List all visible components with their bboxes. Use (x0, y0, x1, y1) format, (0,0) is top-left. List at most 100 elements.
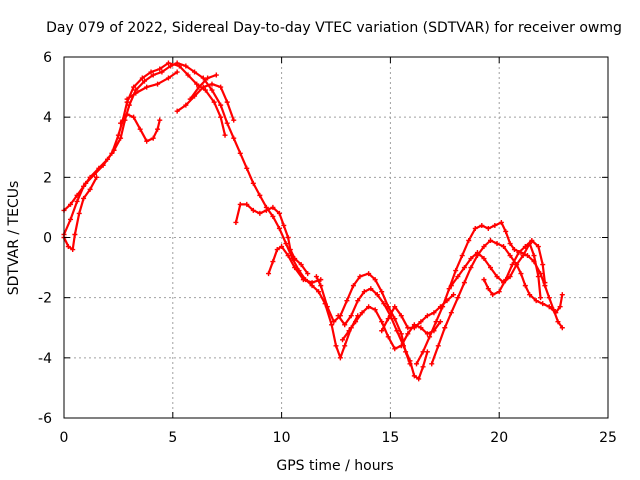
data-point (424, 331, 430, 337)
data-point (202, 87, 208, 93)
data-point (424, 349, 430, 355)
data-point (485, 225, 491, 231)
data-point (285, 235, 291, 240)
y-tick-labels: -6 -4 -2 0 2 4 6 (38, 50, 52, 427)
data-point (329, 322, 335, 328)
data-point (118, 135, 124, 141)
data-point (424, 313, 430, 319)
data-point (372, 277, 378, 283)
data-point (94, 174, 100, 180)
data-series (61, 60, 565, 382)
data-point (411, 373, 417, 379)
data-point (559, 292, 565, 298)
data-point (183, 63, 189, 69)
data-point (87, 186, 93, 192)
data-point (418, 319, 424, 325)
data-point (309, 280, 315, 286)
data-point (518, 271, 524, 277)
data-point (379, 328, 385, 334)
series-arc-q (481, 238, 548, 298)
series-trace (176, 83, 235, 122)
data-point (213, 72, 219, 78)
data-point (237, 201, 243, 207)
y-tick-label: 0 (43, 231, 52, 247)
data-point (337, 355, 343, 361)
data-point (466, 238, 472, 244)
chart-title: Day 079 of 2022, Sidereal Day-to-day VTE… (46, 20, 622, 36)
series-arc-e (124, 69, 180, 102)
data-point (194, 81, 200, 87)
data-point (250, 180, 256, 186)
grid-lines (64, 57, 608, 418)
data-point (124, 111, 130, 117)
data-point (313, 274, 319, 280)
data-point (472, 225, 478, 231)
data-point (65, 244, 71, 250)
data-point (524, 253, 530, 259)
data-point (555, 319, 561, 325)
data-point (542, 280, 548, 286)
data-point (442, 325, 448, 331)
data-point (490, 292, 496, 298)
data-point (342, 322, 348, 328)
data-point (318, 283, 324, 289)
y-tick-label: 6 (43, 50, 52, 66)
data-point (431, 310, 437, 316)
data-point (257, 192, 263, 198)
x-tick-label: 0 (60, 430, 69, 446)
data-point (257, 210, 263, 216)
data-point (496, 289, 502, 295)
data-point (183, 102, 189, 108)
data-point (527, 292, 533, 298)
data-point (455, 274, 461, 280)
data-point (411, 325, 417, 331)
data-point (270, 259, 276, 265)
data-point (420, 364, 426, 370)
data-point (503, 228, 509, 234)
y-tick-label: 4 (43, 110, 52, 126)
data-point (192, 69, 198, 75)
data-point (211, 99, 217, 105)
data-point (553, 310, 559, 316)
data-point (165, 75, 171, 81)
data-point (270, 204, 276, 210)
data-point (498, 219, 504, 225)
x-tick-labels: 0 5 10 15 20 25 (60, 430, 617, 446)
series-trace (337, 287, 429, 380)
data-point (109, 150, 115, 156)
data-point (392, 346, 398, 352)
data-point (144, 84, 150, 90)
data-point (231, 135, 237, 141)
x-tick-label: 20 (490, 430, 508, 446)
data-point (487, 238, 493, 244)
data-point (205, 75, 211, 81)
data-point (511, 247, 517, 253)
data-point (516, 250, 522, 256)
series-trace (380, 293, 455, 332)
data-point (509, 262, 515, 268)
data-point (494, 274, 500, 280)
data-point (429, 361, 435, 367)
series-arc-p (448, 241, 544, 301)
data-point (437, 319, 443, 325)
data-point (535, 274, 541, 280)
data-point (485, 286, 491, 292)
data-point (139, 75, 145, 81)
data-point (324, 304, 330, 310)
data-point (274, 247, 280, 253)
series-trace (341, 305, 442, 350)
data-point (344, 298, 350, 304)
data-point (535, 244, 541, 250)
data-point (418, 325, 424, 331)
data-point (385, 334, 391, 340)
series-arc-d (118, 111, 163, 144)
series-trace (415, 221, 564, 365)
data-point (283, 241, 289, 247)
data-point (133, 90, 139, 96)
data-point (68, 216, 74, 222)
data-point (126, 102, 132, 108)
data-point (174, 69, 180, 75)
data-point (74, 192, 80, 198)
data-point (507, 241, 513, 247)
